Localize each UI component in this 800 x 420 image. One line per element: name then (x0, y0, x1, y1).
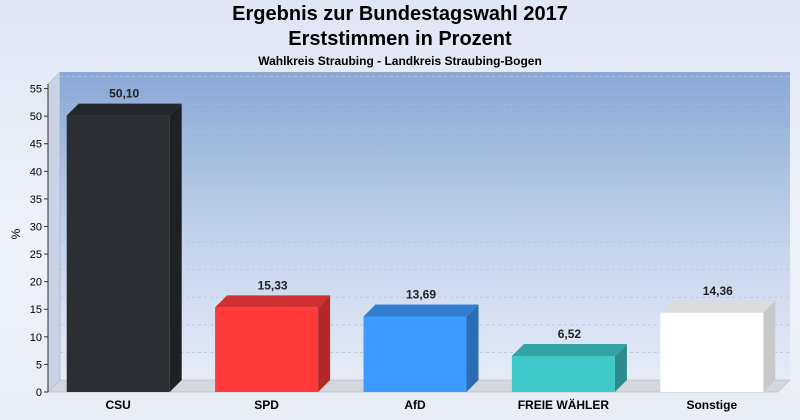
y-tick-label: 20 (30, 277, 42, 289)
bar-side (169, 103, 182, 392)
y-tick-label: 45 (30, 139, 42, 151)
y-tick-label: 35 (30, 194, 42, 206)
bar-sonstige (660, 300, 776, 392)
value-label: 15,33 (258, 278, 288, 292)
x-tick-label: CSU (106, 398, 131, 412)
bar-top (215, 295, 331, 308)
value-label: 13,69 (406, 287, 436, 301)
chart-title: Ergebnis zur Bundestagswahl 2017 (232, 3, 568, 25)
y-tick-label: 15 (30, 304, 42, 316)
bar-top (511, 344, 627, 357)
value-label: 14,36 (703, 284, 733, 298)
chart-caption: Wahlkreis Straubing - Landkreis Straubin… (258, 54, 542, 68)
bar-afd (363, 304, 479, 392)
bar (66, 115, 170, 392)
bar (511, 356, 615, 392)
y-tick-label: 0 (36, 387, 42, 399)
y-tick-label: 10 (30, 332, 42, 344)
bar-side (763, 300, 776, 392)
value-label: 50,10 (109, 87, 139, 101)
bar-side (466, 304, 479, 392)
y-tick-label: 50 (30, 111, 42, 123)
chart-subtitle: Erststimmen in Prozent (288, 28, 512, 50)
value-label: 6,52 (558, 327, 582, 341)
bar (215, 307, 319, 392)
y-tick-label: 5 (36, 359, 42, 371)
y-tick-label: 40 (30, 166, 42, 178)
bar (660, 312, 764, 392)
y-tick-label: 30 (30, 221, 42, 233)
bar-spd (215, 295, 331, 392)
plot-left-wall (47, 71, 61, 393)
bar (363, 316, 467, 392)
x-tick-label: Sonstige (686, 398, 737, 412)
x-tick-label: AfD (404, 398, 426, 412)
y-tick-label: 55 (30, 84, 42, 96)
x-tick-label: FREIE WÄHLER (518, 397, 610, 412)
x-tick-label: SPD (254, 398, 279, 412)
bar-top (363, 304, 479, 317)
y-axis-label: % (9, 228, 23, 239)
bar-top (660, 300, 776, 313)
bar-top (66, 103, 182, 116)
bar-side (318, 295, 331, 392)
y-tick-label: 25 (30, 249, 42, 261)
bar-freie-w-hler (511, 344, 627, 392)
bar-side (614, 344, 627, 392)
bar-csu (66, 103, 182, 392)
